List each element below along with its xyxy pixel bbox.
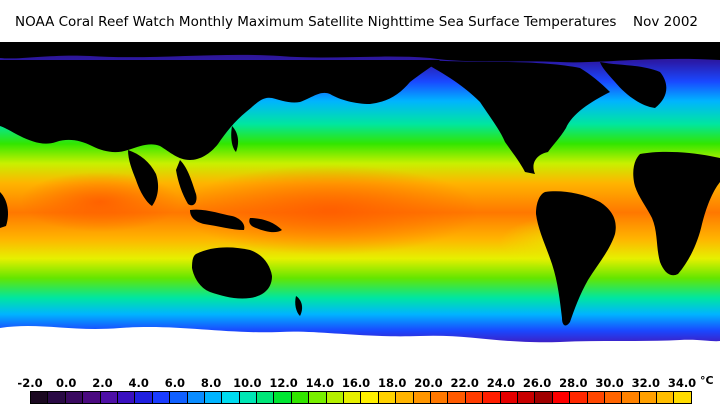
legend-swatch xyxy=(413,392,431,403)
legend-swatch xyxy=(291,392,310,403)
legend-swatch xyxy=(135,392,153,403)
legend-swatch xyxy=(639,392,658,403)
japan-land xyxy=(231,126,239,152)
legend-tick-label: 32.0 xyxy=(631,376,660,390)
sst-map xyxy=(0,42,720,370)
legend-tick-label: 16.0 xyxy=(341,376,371,390)
indonesia-land xyxy=(190,209,245,230)
legend-tick-label: 8.0 xyxy=(200,376,222,390)
legend-unit-label: °C xyxy=(700,374,714,387)
legend-colorbar xyxy=(30,391,692,404)
legend-tick-label: 14.0 xyxy=(305,376,334,390)
legend-tick-label: 22.0 xyxy=(450,376,479,390)
legend-swatch xyxy=(48,392,66,403)
legend-swatch xyxy=(152,392,171,403)
legend-swatch xyxy=(31,392,49,403)
legend-swatch xyxy=(170,392,188,403)
legend-swatch xyxy=(100,392,118,403)
legend-tick-label: 6.0 xyxy=(164,376,186,390)
legend-swatch xyxy=(535,392,553,403)
southeast-asia-land xyxy=(176,160,197,206)
legend-swatch xyxy=(83,392,101,403)
legend-swatch xyxy=(326,392,345,403)
legend-swatch xyxy=(604,392,623,403)
legend-swatch xyxy=(483,392,501,403)
legend-swatch xyxy=(517,392,536,403)
page-title: NOAA Coral Reef Watch Monthly Maximum Sa… xyxy=(15,14,617,30)
legend-tick-label: 18.0 xyxy=(378,376,407,390)
legend-swatch xyxy=(65,392,84,403)
north-america-land xyxy=(420,60,610,174)
eurasia-land xyxy=(0,60,440,160)
legend-tick-label: 12.0 xyxy=(269,376,298,390)
legend-tick-label: 0.0 xyxy=(56,376,77,390)
legend-swatch xyxy=(674,392,691,403)
india-land xyxy=(128,150,159,206)
legend-tick-label: 34.0 xyxy=(667,376,697,390)
south-america-land xyxy=(536,191,616,326)
page-date: Nov 2002 xyxy=(633,14,698,30)
legend-tick-label: 20.0 xyxy=(414,376,443,390)
legend-swatch xyxy=(204,392,223,403)
legend-swatch xyxy=(222,392,240,403)
legend-swatch xyxy=(448,392,466,403)
greenland-land xyxy=(600,62,667,108)
africa-land xyxy=(633,151,720,276)
legend-swatch xyxy=(396,392,414,403)
legend-tick-label: 2.0 xyxy=(92,376,113,390)
legend-swatch xyxy=(587,392,605,403)
legend-swatch xyxy=(552,392,571,403)
new-guinea-land xyxy=(249,218,282,233)
madagascar-land xyxy=(0,192,8,228)
legend-swatch xyxy=(309,392,327,403)
warm-pool xyxy=(180,165,480,255)
title-bar: NOAA Coral Reef Watch Monthly Maximum Sa… xyxy=(0,0,720,42)
legend-swatch xyxy=(361,392,379,403)
temperature-legend: °C -2.0 0.0 2.0 4.0 6.0 8.0 10.0 12.0 14.0 16.0 18… xyxy=(0,370,720,411)
legend-tick-label: 10.0 xyxy=(233,376,262,390)
legend-swatch xyxy=(430,392,449,403)
legend-swatch xyxy=(570,392,588,403)
legend-tick-label: 4.0 xyxy=(128,376,149,390)
new-zealand-land xyxy=(295,296,303,316)
legend-swatch xyxy=(378,392,397,403)
sst-map-graphic xyxy=(0,42,720,370)
legend-swatch xyxy=(465,392,484,403)
legend-tick-label: -2.0 xyxy=(17,376,43,390)
legend-swatch xyxy=(657,392,675,403)
legend-swatch xyxy=(117,392,136,403)
legend-tick-label: 28.0 xyxy=(559,376,588,390)
australia-land xyxy=(192,247,272,299)
legend-swatch xyxy=(500,392,518,403)
antarctic-ice xyxy=(0,326,720,370)
legend-tick-label: 26.0 xyxy=(522,376,552,390)
legend-swatch xyxy=(274,392,292,403)
legend-swatch xyxy=(187,392,205,403)
legend-tick-label: 24.0 xyxy=(486,376,516,390)
legend-tick-label: 30.0 xyxy=(595,376,624,390)
legend-swatch xyxy=(239,392,258,403)
legend-swatch xyxy=(344,392,362,403)
arctic-land xyxy=(0,42,720,63)
legend-swatch xyxy=(622,392,640,403)
legend-swatch xyxy=(257,392,275,403)
